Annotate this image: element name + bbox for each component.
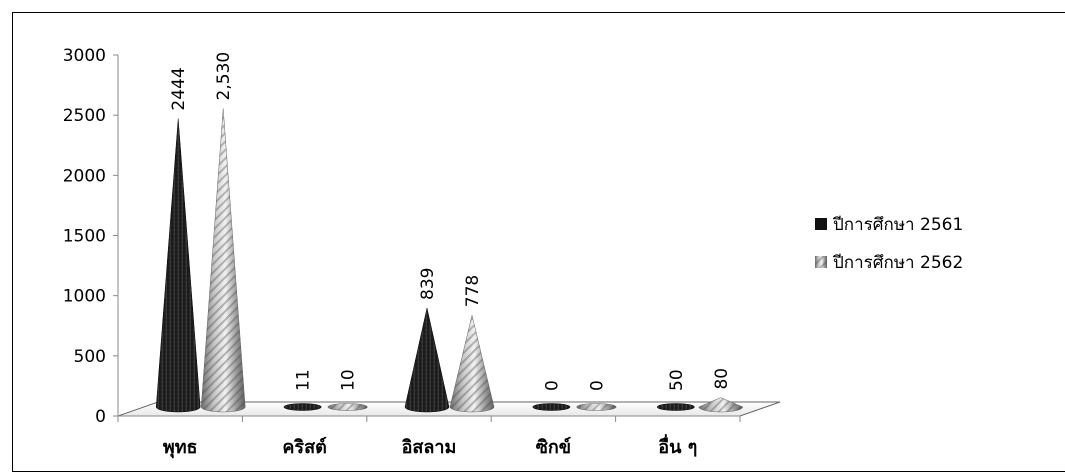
data-label-2561-2: 839	[418, 268, 438, 300]
cone-stripes-2	[450, 315, 494, 412]
y-axis-ticks: 0 500 1000 1500 2000 2500 3000	[63, 46, 118, 427]
category-label-1: คริสต์	[282, 436, 326, 458]
legend-swatch-2561	[815, 218, 827, 230]
y-tick-label: 3000	[63, 46, 106, 66]
cone-2561-3	[532, 403, 571, 411]
data-labels: 2444 2,530 11 10 839 778 0 0 50 80	[169, 52, 732, 391]
cone-stripes-0	[201, 108, 246, 413]
cone-2561-4	[656, 403, 695, 411]
cone-series	[155, 108, 744, 413]
y-tick-label: 2500	[63, 106, 106, 126]
data-label-2562-2: 778	[463, 275, 483, 307]
legend-label-2561: ปีการศึกษา 2561	[832, 215, 963, 235]
legend-label-2562: ปีการศึกษา 2562	[832, 253, 963, 273]
cone-stripes-4	[698, 397, 743, 412]
cone-stripes-3	[576, 403, 617, 411]
chart-frame: 0 500 1000 1500 2000 2500 3000 2444 2,530 11 10 83…	[12, 12, 1065, 472]
data-label-2562-1: 10	[339, 369, 359, 391]
cone-2561-1	[283, 403, 322, 411]
y-tick-label: 2000	[63, 166, 106, 186]
y-tick-label: 0	[95, 407, 106, 427]
y-tick-label: 1000	[63, 287, 106, 307]
data-label-2561-1: 11	[294, 369, 314, 391]
data-label-2562-3: 0	[587, 380, 607, 391]
cone-stripes-1	[327, 403, 368, 411]
legend: ปีการศึกษา 2561 ปีการศึกษา 2562	[815, 215, 963, 273]
data-label-2561-3: 0	[542, 380, 562, 391]
category-labels: พุทธ คริสต์ อิสลาม ซิกข์ อื่น ๆ	[163, 434, 697, 459]
category-label-0: พุทธ	[163, 437, 198, 459]
y-tick-label: 500	[74, 347, 106, 367]
data-label-2562-4: 80	[712, 368, 732, 390]
cone-2561-0	[155, 118, 201, 413]
category-label-2: อิสลาม	[401, 437, 456, 458]
data-label-2562-0: 2,530	[214, 52, 234, 101]
category-label-4: อื่น ๆ	[658, 434, 697, 458]
category-label-3: ซิกข์	[536, 436, 571, 458]
cone-2561-2	[404, 307, 450, 413]
data-label-2561-0: 2444	[169, 67, 189, 110]
y-tick-label: 1500	[63, 227, 106, 247]
x-axis-ticks	[117, 416, 741, 422]
data-label-2561-4: 50	[667, 369, 687, 391]
